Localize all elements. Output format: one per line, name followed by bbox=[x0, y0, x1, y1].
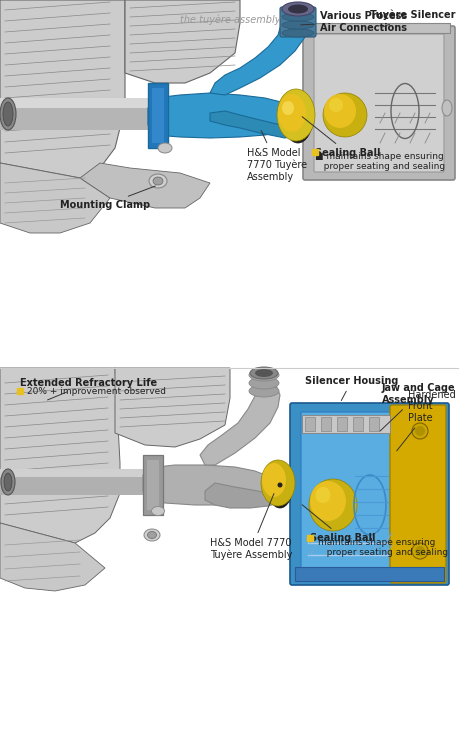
Ellipse shape bbox=[324, 94, 356, 128]
Ellipse shape bbox=[147, 531, 157, 539]
Text: 20% + improvement observed: 20% + improvement observed bbox=[27, 386, 166, 395]
Text: the tuyère assembly: the tuyère assembly bbox=[180, 15, 280, 25]
Polygon shape bbox=[80, 163, 210, 208]
Ellipse shape bbox=[282, 101, 294, 115]
Ellipse shape bbox=[412, 543, 428, 559]
Ellipse shape bbox=[288, 4, 308, 13]
Ellipse shape bbox=[277, 89, 315, 141]
Ellipse shape bbox=[250, 367, 278, 379]
Ellipse shape bbox=[323, 93, 367, 137]
FancyBboxPatch shape bbox=[303, 26, 455, 180]
Ellipse shape bbox=[282, 21, 314, 29]
FancyBboxPatch shape bbox=[314, 34, 444, 172]
Ellipse shape bbox=[309, 479, 357, 531]
FancyBboxPatch shape bbox=[295, 567, 444, 581]
Text: ■ maintains shape ensuring
   proper seating and sealing: ■ maintains shape ensuring proper seatin… bbox=[315, 152, 445, 172]
Polygon shape bbox=[210, 111, 295, 138]
Text: Tuyère Silencer: Tuyère Silencer bbox=[370, 10, 455, 27]
Ellipse shape bbox=[283, 91, 313, 143]
Ellipse shape bbox=[278, 94, 306, 132]
Ellipse shape bbox=[1, 469, 15, 495]
Ellipse shape bbox=[315, 487, 330, 503]
Polygon shape bbox=[210, 7, 308, 95]
FancyBboxPatch shape bbox=[0, 469, 200, 477]
Ellipse shape bbox=[278, 482, 282, 487]
Text: Jaw and Cage
Assembly: Jaw and Cage Assembly bbox=[380, 383, 456, 431]
Ellipse shape bbox=[282, 13, 314, 21]
FancyBboxPatch shape bbox=[0, 98, 200, 130]
Ellipse shape bbox=[4, 473, 12, 491]
Text: Extended Refractory Life: Extended Refractory Life bbox=[20, 378, 157, 400]
Polygon shape bbox=[0, 163, 110, 233]
Ellipse shape bbox=[144, 529, 160, 541]
Polygon shape bbox=[0, 523, 105, 591]
Ellipse shape bbox=[282, 29, 314, 37]
Ellipse shape bbox=[329, 98, 343, 112]
Ellipse shape bbox=[415, 546, 425, 556]
Ellipse shape bbox=[282, 2, 314, 16]
Text: Sealing Ball: Sealing Ball bbox=[302, 504, 375, 543]
FancyBboxPatch shape bbox=[280, 7, 316, 37]
Ellipse shape bbox=[249, 369, 279, 381]
Polygon shape bbox=[0, 368, 120, 543]
Polygon shape bbox=[125, 0, 240, 83]
Text: H&S Model
7770 Tuyère
Assembly: H&S Model 7770 Tuyère Assembly bbox=[247, 131, 307, 182]
FancyBboxPatch shape bbox=[301, 412, 408, 576]
Polygon shape bbox=[147, 460, 159, 510]
Ellipse shape bbox=[255, 369, 273, 377]
Ellipse shape bbox=[267, 462, 293, 508]
FancyBboxPatch shape bbox=[0, 98, 200, 108]
FancyBboxPatch shape bbox=[0, 469, 200, 495]
Ellipse shape bbox=[249, 385, 279, 397]
Ellipse shape bbox=[261, 460, 295, 506]
Polygon shape bbox=[143, 465, 278, 505]
Ellipse shape bbox=[3, 102, 13, 126]
Text: Mounting Clamp: Mounting Clamp bbox=[60, 186, 156, 210]
Ellipse shape bbox=[310, 481, 346, 521]
Text: H&S Model 7770
Tuyère Assembly: H&S Model 7770 Tuyère Assembly bbox=[210, 493, 292, 560]
Polygon shape bbox=[148, 93, 295, 138]
Polygon shape bbox=[152, 88, 164, 143]
Ellipse shape bbox=[151, 507, 164, 516]
Polygon shape bbox=[205, 483, 278, 508]
Ellipse shape bbox=[262, 463, 286, 497]
Ellipse shape bbox=[0, 98, 16, 130]
FancyBboxPatch shape bbox=[337, 417, 347, 431]
Polygon shape bbox=[115, 368, 230, 447]
FancyBboxPatch shape bbox=[369, 417, 379, 431]
Ellipse shape bbox=[249, 377, 279, 389]
Text: Sealing Ball: Sealing Ball bbox=[302, 117, 381, 158]
FancyBboxPatch shape bbox=[353, 417, 363, 431]
FancyBboxPatch shape bbox=[308, 23, 450, 33]
FancyBboxPatch shape bbox=[302, 415, 390, 433]
Ellipse shape bbox=[149, 174, 167, 188]
FancyBboxPatch shape bbox=[321, 417, 331, 431]
Ellipse shape bbox=[158, 143, 172, 153]
Text: Various Process
Air Connections: Various Process Air Connections bbox=[301, 11, 407, 33]
Polygon shape bbox=[148, 83, 168, 148]
Ellipse shape bbox=[153, 177, 163, 185]
Ellipse shape bbox=[442, 100, 452, 116]
Text: Hardened
Front
Plate: Hardened Front Plate bbox=[397, 390, 456, 451]
FancyBboxPatch shape bbox=[290, 403, 449, 585]
Text: Silencer Housing: Silencer Housing bbox=[305, 376, 398, 400]
Text: maintains shape ensuring
   proper seating and sealing: maintains shape ensuring proper seating … bbox=[318, 538, 448, 557]
FancyBboxPatch shape bbox=[390, 405, 446, 583]
Polygon shape bbox=[143, 455, 163, 515]
Polygon shape bbox=[0, 0, 125, 178]
Polygon shape bbox=[200, 381, 280, 465]
FancyBboxPatch shape bbox=[305, 417, 315, 431]
Ellipse shape bbox=[412, 423, 428, 439]
Ellipse shape bbox=[415, 426, 425, 436]
